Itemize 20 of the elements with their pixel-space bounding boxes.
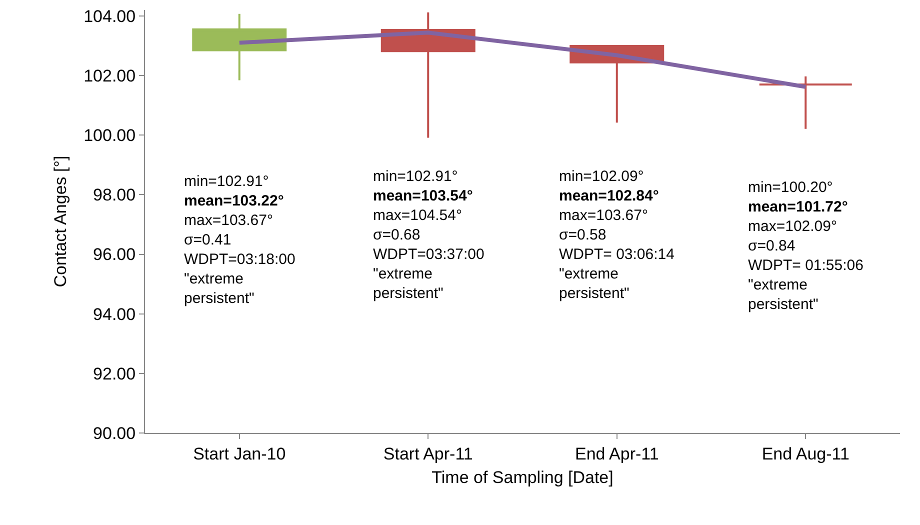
x-axis-title: Time of Sampling [Date] [432,468,614,487]
annotation: min=102.91° mean=103.22° max=103.67° σ=0.41 WDPT=03:18:00 "extreme persistent" [184,173,296,307]
y-tick-label: 100.00 [84,126,136,146]
y-tick-label: 98.00 [93,186,136,205]
annotation: min=102.09° mean=102.84° max=103.67° σ=0.58 WDPT= 03:06:14 "extreme persistent" [559,168,674,302]
annotation: min=100.20° mean=101.72° max=102.09° σ=0.84 WDPT= 01:55:06 "extreme persistent" [748,179,864,313]
x-tick-label: End Apr-11 [574,444,659,464]
y-tick-label: 94.00 [93,304,136,324]
x-tick-label: End Aug-11 [762,444,850,464]
annotation: min=102.91° mean=103.54° max=104.54° σ=0.68 WDPT=03:37:00 "extreme persistent" [373,168,484,302]
y-axis-title: Contact Anges [°] [51,156,70,288]
y-tick-label: 90.00 [93,424,136,443]
y-tick-label: 102.00 [84,66,136,86]
candlestick [758,75,853,130]
line-series [237,30,808,89]
y-tick-label: 92.00 [93,364,136,384]
x-tick-label: Start Jan-10 [193,444,286,464]
y-tick-label: 96.00 [93,245,136,264]
y-tick-label: 104.00 [84,6,136,26]
x-tick-label: Start Apr-11 [383,444,473,464]
